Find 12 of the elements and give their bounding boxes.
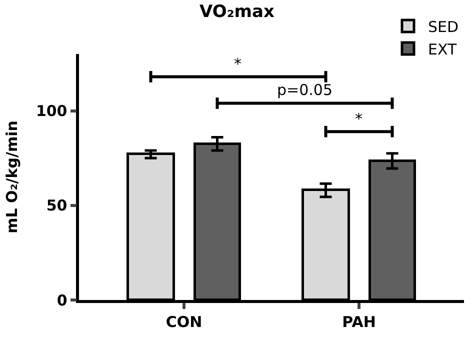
y-tick-label: 100 <box>36 102 68 120</box>
legend-label: SED <box>428 18 459 36</box>
chart-title: VO₂max <box>200 2 274 22</box>
x-tick-label: CON <box>166 312 202 331</box>
annotation: * <box>355 110 363 128</box>
x-tick-label: PAH <box>342 312 376 331</box>
annotation: * <box>234 55 242 73</box>
y-axis-title: mL O₂/kg/min <box>3 120 22 234</box>
legend-label: EXT <box>428 40 458 58</box>
annotation: p=0.05 <box>277 81 332 99</box>
y-tick-label: 50 <box>46 196 68 215</box>
y-tick-label: 0 <box>56 291 68 310</box>
